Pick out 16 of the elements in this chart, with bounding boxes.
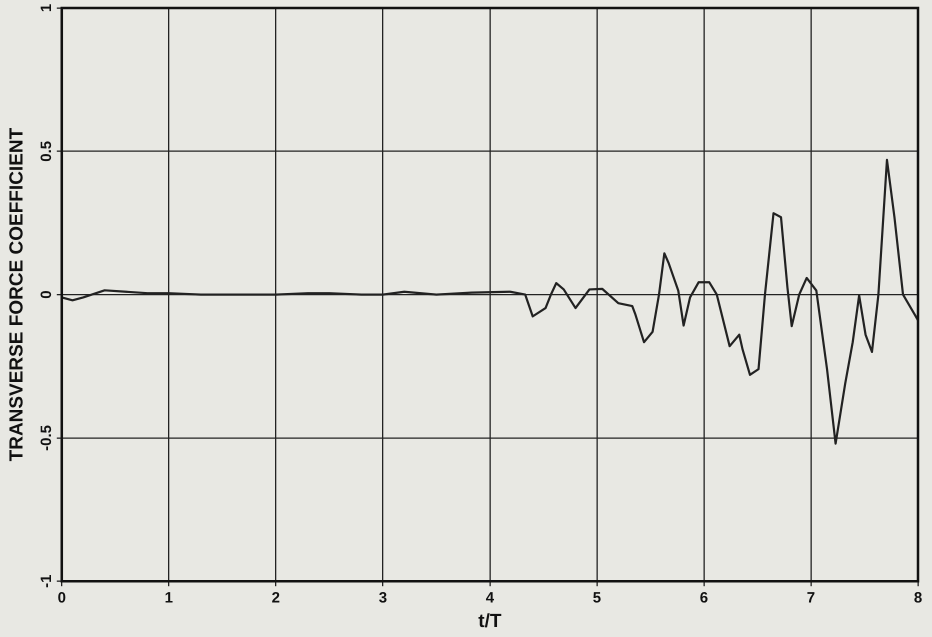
x-tick-label: 2	[272, 589, 280, 606]
y-tick-label: -0.5	[38, 424, 55, 451]
y-axis-title: TRANSVERSE FORCE COEFFICIENT	[6, 127, 28, 462]
x-tick-label: 4	[486, 589, 495, 606]
y-tick-label: 1	[38, 4, 55, 12]
x-tick-label: 5	[592, 589, 602, 606]
y-tick-label: -1	[38, 574, 55, 588]
y-tick-label: 0.5	[38, 140, 55, 162]
x-tick-label: 8	[914, 589, 922, 606]
x-tick-label: 6	[700, 589, 708, 606]
x-axis-title: t/T	[478, 610, 502, 632]
x-tick-label: 7	[806, 589, 816, 606]
y-tick-label: 0	[38, 290, 55, 299]
x-tick-label: 3	[378, 589, 388, 606]
x-tick-label: 0	[58, 589, 66, 606]
x-tick-label: 1	[164, 589, 173, 606]
